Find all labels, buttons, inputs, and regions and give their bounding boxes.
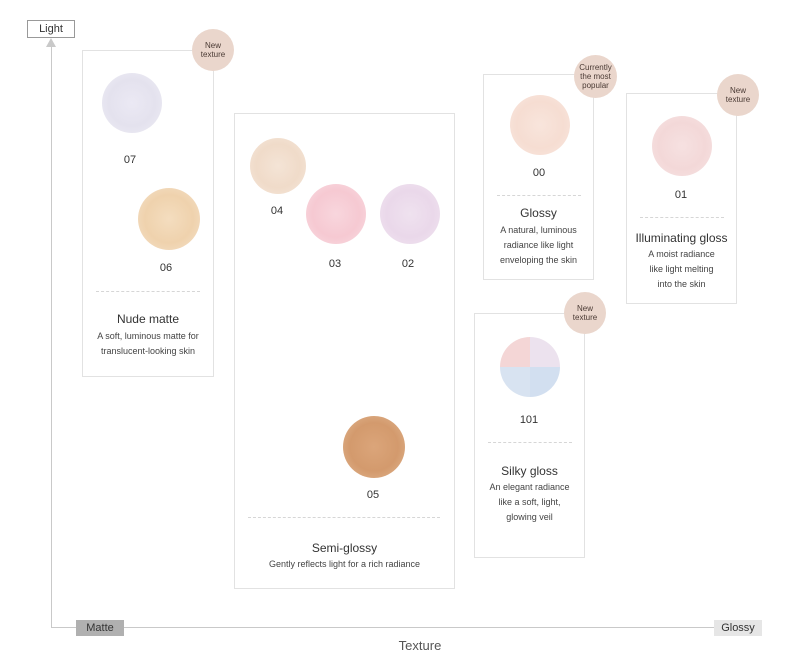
group-name-glossy: Glossy [520, 206, 557, 220]
group-desc-semi-glossy: Gently reflects light for a rich radianc… [268, 559, 421, 569]
shade-code-05: 05 [366, 489, 380, 501]
shade-swatch-02[interactable] [368, 172, 452, 256]
shade-swatch-05[interactable] [331, 404, 417, 490]
shade-swatch-06[interactable] [126, 176, 212, 262]
group-silky-gloss [474, 313, 585, 558]
y-axis-label: Light [27, 20, 75, 38]
separator [640, 217, 724, 218]
x-axis-start-label: Matte [76, 620, 124, 636]
y-axis-line [51, 44, 52, 628]
shade-code-02: 02 [401, 258, 415, 270]
group-desc-glossy: A natural, luminous radiance like light … [499, 225, 578, 265]
y-axis-arrow-icon [46, 38, 56, 47]
new-texture-badge: New texture [564, 292, 606, 334]
shade-code-00: 00 [532, 167, 546, 179]
x-axis-end-label: Glossy [714, 620, 762, 636]
group-desc-illuminating-gloss: A moist radiance like light melting into… [648, 249, 715, 289]
shade-swatch-07[interactable] [90, 61, 174, 145]
shade-swatch-01[interactable] [640, 104, 724, 188]
group-desc-silky-gloss: An elegant radiance like a soft, light, … [489, 482, 570, 522]
shade-code-06: 06 [159, 262, 173, 274]
shade-swatch-03[interactable] [294, 172, 378, 256]
separator [488, 442, 572, 443]
shade-code-101: 101 [519, 414, 539, 426]
group-name-illuminating-gloss: Illuminating gloss [635, 231, 728, 245]
group-name-semi-glossy: Semi-glossy [311, 541, 378, 555]
shade-swatch-00[interactable] [498, 83, 582, 167]
shade-swatch-101[interactable] [488, 325, 572, 409]
separator [248, 517, 440, 518]
separator [497, 195, 581, 196]
shade-code-01: 01 [674, 189, 688, 201]
shade-code-07: 07 [123, 154, 137, 166]
group-name-nude-matte: Nude matte [116, 312, 180, 326]
most-popular-badge: Currently the most popular [574, 55, 617, 98]
group-name-silky-gloss: Silky gloss [501, 464, 558, 478]
x-axis-line [51, 627, 741, 628]
shade-code-04: 04 [270, 205, 284, 217]
separator [96, 291, 200, 292]
shade-code-03: 03 [328, 258, 342, 270]
new-texture-badge: New texture [717, 74, 759, 116]
x-axis-title: Texture [398, 638, 442, 653]
shade-swatch-04[interactable] [238, 126, 318, 206]
new-texture-badge: New texture [192, 29, 234, 71]
group-desc-nude-matte: A soft, luminous matte for translucent-l… [97, 331, 199, 356]
group-illuminating-gloss [626, 93, 737, 304]
